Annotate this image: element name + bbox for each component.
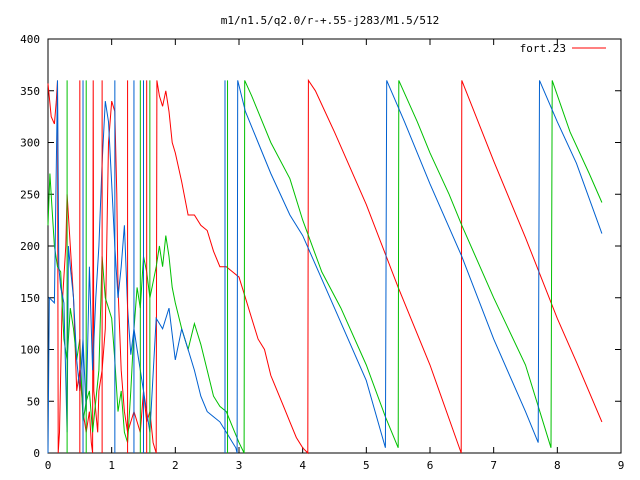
y-tick-label-1: 50 bbox=[27, 395, 40, 408]
legend: fort.23 bbox=[520, 42, 606, 55]
x-tick-label-5: 5 bbox=[363, 459, 370, 472]
x-tick-label-8: 8 bbox=[554, 459, 561, 472]
reset-lines-layer bbox=[66, 80, 229, 453]
x-tick-label-1: 1 bbox=[108, 459, 115, 472]
x-tick-label-2: 2 bbox=[172, 459, 179, 472]
y-tick-label-8: 400 bbox=[20, 33, 40, 46]
y-tick-label-0: 0 bbox=[33, 447, 40, 460]
y-tick-label-2: 100 bbox=[20, 344, 40, 357]
series-layer bbox=[47, 78, 603, 455]
x-tick-label-6: 6 bbox=[427, 459, 434, 472]
x-axis-labels: 0 1 2 3 4 5 6 7 8 9 bbox=[45, 459, 625, 472]
y-axis-ticks bbox=[48, 38, 621, 454]
y-tick-label-7: 350 bbox=[20, 85, 40, 98]
y-tick-label-6: 300 bbox=[20, 137, 40, 150]
x-tick-label-9: 9 bbox=[618, 459, 625, 472]
y-tick-label-3: 150 bbox=[20, 292, 40, 305]
x-tick-label-3: 3 bbox=[236, 459, 243, 472]
series-line-2 bbox=[47, 80, 603, 454]
y-tick-label-4: 200 bbox=[20, 240, 40, 253]
x-tick-label-7: 7 bbox=[490, 459, 497, 472]
x-tick-label-0: 0 bbox=[45, 459, 52, 472]
y-tick-label-5: 250 bbox=[20, 188, 40, 201]
legend-label: fort.23 bbox=[520, 42, 566, 55]
x-tick-label-4: 4 bbox=[299, 459, 306, 472]
y-axis-labels: 0 50 100 150 200 250 300 350 400 bbox=[20, 33, 40, 460]
chart-title: m1/n1.5/q2.0/r-+.55-j283/M1.5/512 bbox=[221, 14, 440, 27]
